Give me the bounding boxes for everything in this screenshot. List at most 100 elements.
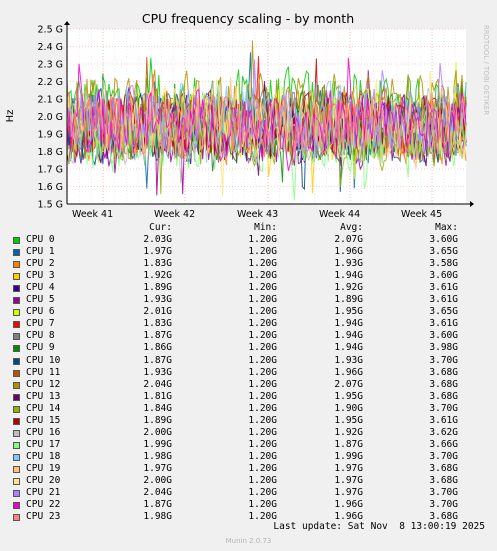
legend-max: 3.68G: [429, 366, 458, 378]
legend-min: 1.20G: [248, 475, 277, 486]
legend-name: CPU 9: [26, 342, 55, 354]
legend-swatch: [13, 357, 20, 365]
legend-swatch: [13, 478, 20, 485]
legend-name: CPU 22: [26, 499, 61, 511]
y-tick-label: 1.6 G: [38, 182, 64, 193]
legend-min: 1.20G: [248, 366, 277, 378]
legend-name: CPU 18: [26, 450, 61, 462]
legend-max: 3.68G: [429, 462, 458, 474]
legend-max: 3.61G: [429, 282, 458, 294]
legend-min: 1.20G: [248, 450, 277, 462]
y-tick-label: 1.8 G: [38, 147, 64, 158]
legend-swatch: [13, 285, 20, 293]
legend-row: CPU 9 1.86G 1.20G 1.94G 3.98G: [0, 342, 497, 354]
legend-avg: 1.94G: [334, 270, 363, 282]
frequency-chart: 1.5 G 1.6 G 1.7 G 1.8 G 1.9 G 2.0 G 2.1 G 2.2 G…: [0, 0, 497, 220]
y-axis-label: Hz: [5, 110, 16, 123]
legend-row: CPU 11 1.93G 1.20G 1.96G 3.68G: [0, 367, 497, 379]
legend-min: 1.20G: [248, 294, 277, 306]
legend-avg: 1.96G: [334, 366, 363, 378]
legend-swatch: [13, 405, 20, 413]
legend-max: 3.68G: [429, 475, 458, 486]
legend-max: 3.60G: [429, 234, 458, 245]
legend-min: 1.20G: [248, 414, 277, 426]
legend-avg: 1.95G: [334, 414, 363, 426]
legend-swatch: [13, 249, 20, 257]
y-tick-label: 2.5 G: [38, 25, 64, 36]
legend-cur: 1.89G: [143, 414, 172, 426]
legend-avg: 1.94G: [334, 318, 363, 330]
legend-name: CPU 13: [26, 390, 61, 402]
legend-header: Cur: Min: Avg: Max:: [0, 222, 497, 234]
legend-max: 3.68G: [429, 511, 458, 523]
legend-avg: 1.92G: [334, 282, 363, 294]
column-header-max: Max:: [435, 222, 458, 233]
legend-avg: 1.95G: [334, 306, 363, 318]
legend-min: 1.20G: [248, 438, 277, 450]
legend-name: CPU 19: [26, 462, 61, 474]
legend-min: 1.20G: [248, 234, 277, 245]
legend-name: CPU 7: [26, 318, 55, 330]
legend-avg: 1.93G: [334, 258, 363, 270]
legend-row: CPU 20 2.00G 1.20G 1.97G 3.68G: [0, 475, 497, 487]
legend-max: 3.65G: [429, 246, 458, 258]
legend-max: 3.58G: [429, 258, 458, 270]
legend-swatch: [13, 429, 20, 437]
legend-swatch: [13, 237, 20, 244]
rrdtool-watermark: RRDTOOL / TOBI OETIKER: [482, 25, 490, 115]
legend-min: 1.20G: [248, 378, 277, 390]
legend-min: 1.20G: [248, 246, 277, 258]
legend-swatch: [13, 297, 20, 305]
legend-cur: 2.04G: [143, 487, 172, 499]
x-axis-arrow: [470, 201, 474, 207]
legend-avg: 1.96G: [334, 246, 363, 258]
legend-max: 3.68G: [429, 390, 458, 402]
legend-name: CPU 1: [26, 246, 55, 258]
legend-swatch: [13, 261, 20, 269]
legend-row: CPU 2 1.83G 1.20G 1.93G 3.58G: [0, 258, 497, 270]
legend-name: CPU 21: [26, 487, 61, 499]
legend-cur: 1.87G: [143, 330, 172, 342]
legend-min: 1.20G: [248, 270, 277, 282]
column-header-avg: Avg:: [340, 222, 363, 233]
legend-cur: 1.97G: [143, 462, 172, 474]
legend-max: 3.68G: [429, 378, 458, 390]
legend-cur: 1.92G: [143, 270, 172, 282]
legend-avg: 2.07G: [334, 234, 363, 245]
legend-min: 1.20G: [248, 354, 277, 366]
x-tick-labels: Week 41 Week 42 Week 43 Week 44 Week 45: [72, 209, 442, 220]
legend-name: CPU 17: [26, 438, 61, 450]
legend-cur: 1.98G: [143, 511, 172, 523]
legend-cur: 2.00G: [143, 426, 172, 438]
legend-avg: 1.87G: [334, 438, 363, 450]
legend-name: CPU 16: [26, 426, 61, 438]
column-header-min: Min:: [254, 222, 277, 233]
axes: [64, 21, 474, 207]
legend-max: 3.61G: [429, 318, 458, 330]
legend-cur: 1.87G: [143, 499, 172, 511]
legend-row: CPU 12 2.04G 1.20G 2.07G 3.68G: [0, 379, 497, 391]
y-tick-labels: 1.5 G 1.6 G 1.7 G 1.8 G 1.9 G 2.0 G 2.1 G 2.2 G…: [38, 25, 64, 211]
legend-max: 3.70G: [429, 499, 458, 511]
legend-swatch: [13, 514, 20, 522]
x-tick-label: Week 45: [401, 209, 442, 220]
legend-cur: 1.83G: [143, 258, 172, 270]
y-tick-label: 2.3 G: [38, 60, 64, 71]
legend-swatch: [13, 273, 20, 281]
legend-avg: 1.95G: [334, 390, 363, 402]
column-header-cur: Cur:: [149, 222, 172, 233]
legend-row: CPU 8 1.87G 1.20G 1.94G 3.60G: [0, 330, 497, 342]
series-lines: [66, 40, 467, 201]
legend-cur: 2.01G: [143, 306, 172, 318]
legend-name: CPU 20: [26, 475, 61, 486]
legend-max: 3.70G: [429, 450, 458, 462]
y-tick-label: 1.9 G: [38, 130, 64, 141]
legend-name: CPU 3: [26, 270, 55, 282]
legend-name: CPU 8: [26, 330, 55, 342]
y-tick-label: 2.1 G: [38, 95, 64, 106]
legend-min: 1.20G: [248, 390, 277, 402]
legend-max: 3.62G: [429, 426, 458, 438]
y-tick-label: 1.7 G: [38, 165, 64, 176]
y-tick-label: 2.4 G: [38, 42, 64, 53]
legend-max: 3.98G: [429, 342, 458, 354]
